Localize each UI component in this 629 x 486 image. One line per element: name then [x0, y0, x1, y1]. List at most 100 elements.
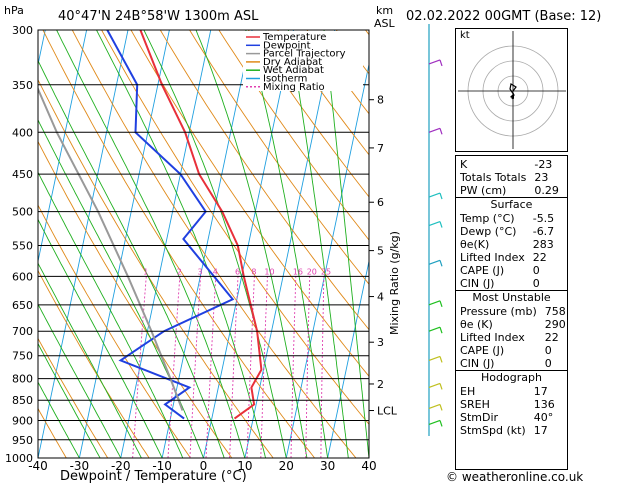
wind-barb	[428, 127, 441, 133]
axes: 1 2 3 4 6 8 10 16 20 2530035040045050055060065070…	[5, 24, 398, 473]
mixing-ratio-tick-label: 4	[213, 267, 218, 276]
hpa-label: hPa	[4, 4, 24, 17]
mixing-ratio-tick-label: 10	[264, 267, 274, 276]
wind-barb-flag	[439, 192, 443, 200]
isotherm-line	[203, 30, 294, 458]
index-value: 0.29	[534, 184, 559, 197]
hodograph-plot	[458, 31, 566, 149]
x-axis-label: Dewpoint / Temperature (°C)	[60, 469, 247, 484]
index-value: -23	[534, 158, 553, 171]
index-label: θe(K)	[460, 238, 490, 251]
index-label: K	[460, 158, 468, 171]
index-value: 0	[544, 357, 552, 370]
km-label: km	[376, 4, 393, 17]
most-unstable-table: Pressure (mb) 758 θe (K) 290 Lifted Index 2…	[456, 305, 570, 370]
pressure-tick-label: 350	[12, 79, 33, 92]
wind-barb-flag	[439, 260, 443, 267]
dry-adiabat-line	[218, 30, 369, 241]
x-tick-label: -30	[70, 459, 90, 473]
index-label: CAPE (J)	[460, 344, 505, 357]
x-tick-label: 30	[320, 459, 335, 473]
km-tick-label: 5	[377, 245, 384, 258]
dry-adiabat-line	[571, 30, 629, 458]
wind-barb	[428, 355, 441, 362]
plot-frame	[37, 29, 370, 459]
dry-adiabat-line	[247, 30, 369, 198]
date-label: 02.02.2022 00GMT (Base: 12)	[406, 9, 601, 24]
legend-label: Temperature	[262, 32, 326, 43]
wet-adiabat-line	[323, 30, 369, 458]
mixing-ratio-line	[305, 276, 311, 458]
isotherm-line	[38, 30, 129, 458]
pressure-tick-label: 650	[12, 299, 33, 312]
pressure-tick-label: 900	[12, 415, 33, 428]
isotherm-line	[0, 30, 4, 458]
index-value: 23	[534, 171, 549, 184]
wind-barb	[428, 403, 441, 410]
dry-adiabat-line	[189, 30, 369, 285]
pressure-tick-label: 700	[12, 325, 33, 338]
wind-barb-flag	[439, 383, 443, 390]
index-value: 0	[532, 264, 540, 277]
wind-barb-flag	[439, 420, 443, 427]
wind-barb-flag	[439, 356, 443, 363]
isotherm-line	[78, 30, 170, 458]
storm-motion-marker	[510, 93, 514, 99]
wind-barbs	[428, 24, 443, 436]
km-tick-label: 3	[377, 336, 384, 349]
mixing-ratio-tick-label: 20	[307, 267, 317, 276]
index-label: StmSpd (kt)	[460, 424, 526, 437]
pressure-tick-label: 800	[12, 373, 33, 386]
mixing-ratio-tick-label: 2	[177, 267, 182, 276]
dewpoint-profile	[106, 30, 235, 420]
legend-box	[243, 31, 363, 91]
index-value: 136	[533, 398, 555, 411]
pressure-tick-label: 1000	[5, 452, 33, 465]
mixing-ratio-tick-label: 8	[251, 267, 256, 276]
index-label: EH	[460, 385, 476, 398]
index-value: 283	[532, 238, 554, 251]
index-label: CIN (J)	[460, 277, 495, 290]
asl-label: ASL	[374, 17, 396, 30]
km-tick-label: 4	[377, 291, 384, 304]
legend-label: Dry Adiabat	[263, 57, 322, 68]
pressure-tick-label: 600	[12, 270, 33, 283]
pressure-tick-label: 850	[12, 394, 33, 407]
surface-title: Surface	[490, 198, 533, 211]
wind-barb-flag	[439, 404, 443, 411]
hodograph-kt-label: kt	[460, 30, 470, 41]
copyright-footer[interactable]: © weatheronline.co.uk	[446, 470, 584, 484]
isotherm-line	[120, 30, 212, 458]
mixing-ratio-tick-label: 16	[293, 267, 303, 276]
mixing-ratio-tick-label: 6	[235, 267, 240, 276]
index-value: 0	[544, 344, 552, 357]
index-value: 17	[533, 385, 548, 398]
mixing-ratio-axis-label: Mixing Ratio (g/kg)	[388, 231, 401, 335]
index-value: -6.7	[532, 225, 555, 238]
x-tick-label: -20	[111, 459, 131, 473]
hodograph-title: Hodograph	[481, 371, 542, 384]
wind-barb	[428, 300, 441, 306]
x-tick-label: 10	[237, 459, 252, 473]
isotherm-line	[285, 62, 369, 458]
index-value: 758	[544, 305, 566, 318]
wind-barb-flag	[439, 327, 443, 334]
wind-barb	[428, 220, 441, 227]
index-value: 22	[544, 331, 559, 344]
isotherm-line	[161, 30, 253, 458]
pressure-tick-label: 500	[12, 206, 33, 219]
index-label: CIN (J)	[460, 357, 495, 370]
most-unstable-title: Most Unstable	[472, 291, 551, 304]
mixing-ratio-line	[320, 276, 325, 458]
index-label: θe (K)	[460, 318, 493, 331]
wind-barb-flag	[439, 300, 443, 308]
wind-barb-flag	[439, 128, 443, 135]
mixing-ratio-tick-label: 1	[143, 267, 148, 276]
wind-barb	[428, 192, 441, 198]
isotherm-line	[327, 259, 369, 458]
index-label: Dewp (°C)	[460, 225, 517, 238]
location-title: 40°47'N 24B°58'W 1300m ASL	[58, 9, 259, 24]
index-label: Lifted Index	[460, 331, 525, 344]
wet-adiabat-line	[38, 59, 225, 458]
